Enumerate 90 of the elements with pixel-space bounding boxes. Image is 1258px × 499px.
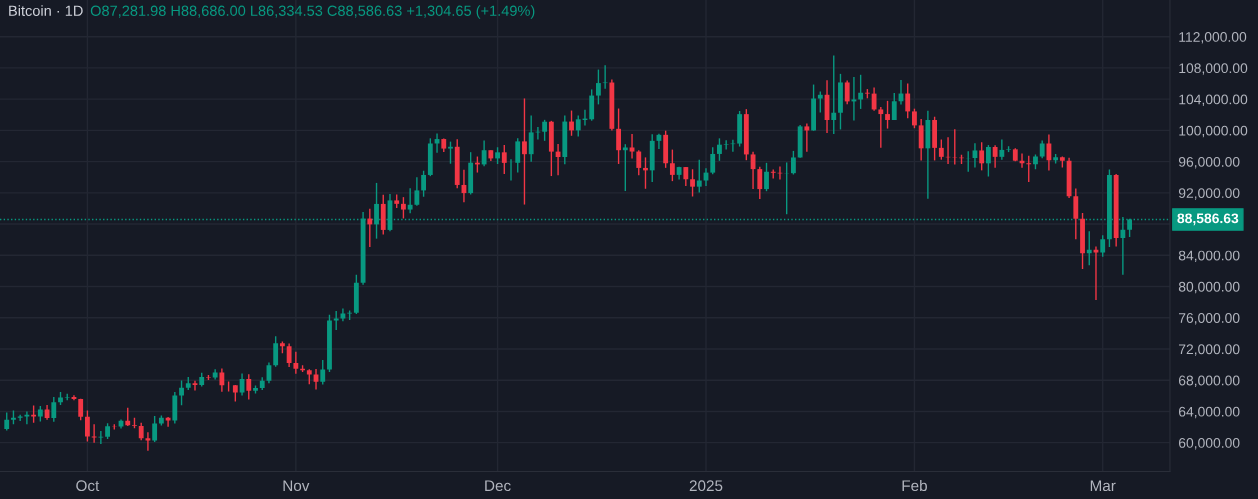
y-tick-label: 104,000.00 <box>1179 94 1248 106</box>
candlestick <box>84 409 90 443</box>
candlestick <box>313 368 319 391</box>
candlestick <box>286 342 292 368</box>
y-tick-label: 92,000.00 <box>1178 188 1240 200</box>
candlestick <box>616 107 622 165</box>
y-tick-label: 72,000.00 <box>1178 344 1240 356</box>
candlestick <box>219 367 225 393</box>
candlestick <box>1100 234 1106 258</box>
y-tick-label: 80,000.00 <box>1178 281 1240 294</box>
x-tick-label: Feb <box>902 479 927 492</box>
candlestick <box>246 373 252 401</box>
candlestick <box>918 118 924 162</box>
y-tick-label: 64,000.00 <box>1178 406 1240 419</box>
candlestick <box>790 150 796 176</box>
candlestick <box>414 176 420 207</box>
candlestick <box>575 114 581 138</box>
x-tick-label: Dec <box>485 480 511 492</box>
candlestick <box>717 137 722 162</box>
candlestick <box>985 144 991 178</box>
candlestick <box>912 107 917 129</box>
candlestick <box>885 100 890 130</box>
candlestick <box>152 415 158 443</box>
x-tick-label: 2025 <box>689 480 723 492</box>
y-tick-label: 84,000.00 <box>1178 250 1240 263</box>
x-tick-label: Nov <box>283 480 310 492</box>
candlestick <box>448 140 453 165</box>
candlestick <box>333 310 339 331</box>
candlestick <box>273 335 279 368</box>
candlestick <box>764 162 769 192</box>
chart-title: Bitcoin · 1D <box>9 5 83 16</box>
candlestick <box>51 396 57 423</box>
y-tick-label: 112,000.00 <box>1179 32 1247 44</box>
candlestick <box>1120 216 1126 276</box>
candlestick <box>407 187 413 214</box>
candlestick <box>421 170 427 198</box>
candlestick <box>293 351 299 375</box>
candlestick <box>192 379 198 392</box>
y-tick-label: 100,000.00 <box>1179 125 1248 138</box>
candlestick <box>596 68 601 106</box>
y-tick-label: 60,000.00 <box>1178 438 1240 450</box>
candlestick <box>696 158 702 194</box>
candlestick <box>481 139 487 167</box>
candlestick <box>952 128 958 166</box>
candlestick <box>844 79 850 105</box>
y-tick-label: 76,000.00 <box>1178 313 1240 325</box>
candlestick <box>831 54 837 135</box>
candlestick <box>401 196 406 220</box>
candlestick <box>804 122 810 153</box>
candlestick <box>528 114 534 163</box>
candlestick <box>320 359 326 386</box>
candlestick <box>710 146 716 175</box>
candlestick <box>501 144 507 175</box>
candlestick <box>878 106 884 149</box>
y-tick-label: 96,000.00 <box>1178 156 1240 169</box>
candlestick <box>905 82 911 119</box>
candlestick <box>999 138 1005 161</box>
y-tick-label: 108,000.00 <box>1179 63 1248 75</box>
candlestick <box>515 137 521 174</box>
candlestick <box>1046 133 1052 172</box>
x-tick-label: Oct <box>76 480 100 492</box>
candlestick <box>891 92 897 121</box>
candlestick <box>669 148 675 182</box>
candlestick <box>1073 187 1079 240</box>
candlestick <box>622 143 628 192</box>
candlestick <box>938 138 944 161</box>
x-tick-label: Mar <box>1090 480 1116 492</box>
candlestick <box>690 168 695 198</box>
candlestick <box>91 423 97 444</box>
candlestick <box>683 166 689 187</box>
candlestick <box>1026 155 1032 183</box>
candlestick <box>871 86 877 112</box>
candlestick <box>636 149 642 176</box>
candlestick <box>589 88 595 122</box>
candlestick <box>817 90 823 114</box>
candlestick <box>723 139 729 151</box>
candlestick <box>629 133 635 160</box>
candlestick <box>757 165 763 200</box>
candlestick <box>979 141 985 172</box>
candlestick <box>992 144 998 169</box>
ref-line-label: 88,586.63 <box>1177 213 1239 226</box>
candlestick <box>179 379 184 406</box>
candlestick <box>858 74 864 110</box>
candlestick <box>98 430 104 445</box>
y-tick-label: 68,000.00 <box>1178 375 1240 388</box>
chart-subtitle: O87,281.98 H88,686.00 L86,334.53 C88,586.63 +1,304.65 (+1.49%) <box>90 5 535 19</box>
candlestick <box>569 109 574 137</box>
candlestick <box>522 97 527 206</box>
candlestick <box>24 410 30 425</box>
candlestick <box>542 119 548 142</box>
